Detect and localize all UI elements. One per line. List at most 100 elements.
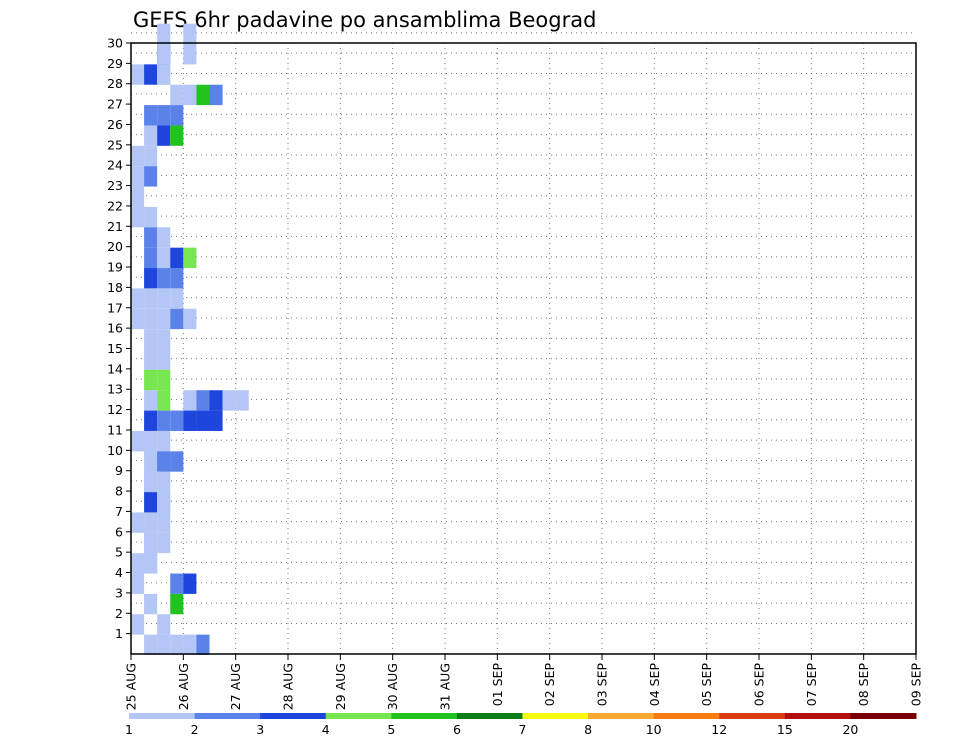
y-tick-label: 19	[107, 260, 123, 275]
colorbar-swatch	[260, 713, 327, 719]
y-tick-label: 18	[107, 280, 123, 295]
heatmap-cell	[157, 329, 171, 350]
heatmap-cell	[131, 512, 145, 533]
colorbar-swatch	[129, 713, 196, 719]
y-tick-label: 12	[107, 402, 123, 417]
y-tick-label: 23	[107, 178, 123, 193]
heatmap-cell	[131, 64, 145, 85]
colorbar-label: 1	[125, 722, 133, 737]
heatmap-cell	[157, 247, 171, 269]
heatmap-cell	[170, 105, 184, 126]
colorbar-swatch	[850, 713, 917, 719]
heatmap-cell	[144, 64, 158, 85]
heatmap-cell	[170, 410, 184, 431]
heatmap-cell	[157, 349, 171, 370]
heatmap-cell	[131, 573, 145, 594]
gridlines	[131, 32, 916, 654]
heatmap-cell	[235, 390, 249, 411]
x-tick-label: 09 SEP	[909, 663, 924, 707]
x-tick-label: 28 AUG	[281, 663, 296, 710]
x-tick-label: 02 SEP	[542, 663, 557, 707]
heatmap-cell	[131, 186, 145, 207]
y-tick-label: 22	[107, 198, 123, 213]
heatmap-cell	[131, 553, 145, 574]
heatmap-cell	[196, 390, 210, 411]
heatmap-cell	[209, 84, 223, 106]
y-tick-label: 8	[115, 484, 123, 499]
colorbar: 1 2 3 4 5 6 7 8 10 12 15 20	[125, 713, 917, 737]
colorbar-label: 10	[646, 722, 662, 737]
heatmap-cell	[157, 369, 171, 391]
heatmap-cell	[170, 247, 184, 269]
heatmap-cell	[144, 308, 158, 330]
heatmap-cell	[144, 206, 158, 228]
heatmap-cell	[144, 532, 158, 554]
y-tick-label: 27	[107, 97, 123, 112]
heatmap-cell	[183, 84, 197, 106]
heatmap-cell	[157, 492, 171, 513]
x-tick-label: 31 AUG	[438, 663, 453, 710]
y-tick-label: 29	[107, 56, 123, 71]
x-tick-label: 01 SEP	[490, 663, 505, 707]
x-tick-label: 27 AUG	[228, 663, 243, 710]
heatmap-cell	[183, 573, 197, 594]
heatmap-cell	[144, 634, 158, 655]
y-tick-label: 9	[115, 463, 123, 478]
colorbar-label: 6	[453, 722, 461, 737]
heatmap-cell	[209, 410, 223, 431]
x-tick-label: 25 AUG	[124, 663, 139, 710]
y-tick-label: 3	[115, 585, 123, 600]
heatmap-cell	[144, 369, 158, 391]
heatmap-cell	[157, 471, 171, 493]
y-tick-label: 20	[107, 239, 123, 254]
heatmap-cell	[170, 634, 184, 655]
colorbar-swatch	[391, 713, 458, 719]
y-tick-label: 17	[107, 300, 123, 315]
heatmap-cell	[144, 492, 158, 513]
colorbar-label: 4	[322, 722, 330, 737]
heatmap-cell	[183, 23, 197, 44]
y-tick-label: 4	[115, 565, 123, 580]
heatmap-cell	[183, 247, 197, 269]
heatmap-cell	[170, 593, 184, 615]
heatmap-cell	[209, 390, 223, 411]
heatmap-cell	[131, 308, 145, 330]
x-tick-label: 29 AUG	[333, 663, 348, 710]
heatmap-cell	[144, 105, 158, 126]
heatmap-cell	[144, 247, 158, 269]
heatmap-cell	[183, 634, 197, 655]
heatmap-cell	[183, 308, 197, 330]
y-tick-label: 30	[107, 36, 123, 51]
plot-frame	[130, 42, 917, 655]
heatmap-cell	[131, 288, 145, 309]
colorbar-label: 7	[519, 722, 527, 737]
y-tick-label: 7	[115, 504, 123, 519]
y-tick-label: 1	[115, 626, 123, 641]
heatmap-cell	[131, 430, 145, 452]
heatmap-cell	[144, 471, 158, 493]
heatmap-cell	[157, 308, 171, 330]
heatmap-cell	[157, 451, 171, 472]
heatmap-cell	[157, 44, 171, 65]
heatmap-cell	[144, 166, 158, 187]
y-tick-label: 11	[107, 422, 123, 437]
y-tick-label: 21	[107, 219, 123, 234]
heatmap-cell	[170, 308, 184, 330]
heatmap-cell	[157, 634, 171, 655]
heatmap-cell	[157, 268, 171, 289]
heatmap-cell	[144, 268, 158, 289]
heatmap-cell	[144, 593, 158, 615]
heatmap-cell	[144, 553, 158, 574]
y-tick-label: 6	[115, 524, 123, 539]
x-tick-label: 03 SEP	[595, 663, 610, 707]
y-tick-label: 26	[107, 117, 123, 132]
colorbar-label: 20	[842, 722, 858, 737]
heatmap-cell	[144, 390, 158, 411]
heatmap-cell	[144, 512, 158, 533]
cells-layer	[131, 23, 249, 655]
x-tick-label: 07 SEP	[804, 663, 819, 707]
heatmap-cell	[157, 390, 171, 411]
heatmap-cell	[157, 512, 171, 533]
heatmap-cell	[170, 451, 184, 472]
heatmap-cell	[157, 64, 171, 85]
